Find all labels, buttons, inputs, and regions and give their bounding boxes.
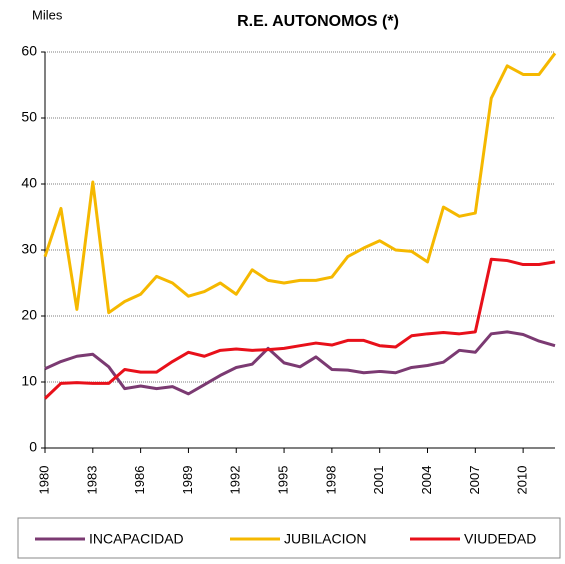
x-tick-label: 1995 [276,466,291,495]
y-tick-label: 30 [21,241,37,257]
x-tick-label: 1989 [180,466,195,495]
x-tick-label: 1992 [228,466,243,495]
x-tick-label: 1998 [323,466,338,495]
x-tick-label: 1980 [36,466,51,495]
legend-box [17,517,561,559]
y-tick-label: 0 [29,439,37,455]
y-tick-label: 40 [21,175,37,191]
x-tick-label: 1986 [132,466,147,495]
chart-title: R.E. AUTONOMOS (*) [237,13,399,30]
x-tick-label: 2001 [371,466,386,495]
y-tick-label: 50 [21,109,37,125]
line [43,52,557,315]
line [43,257,556,400]
x-tick-label: 2010 [515,466,530,495]
y-tick-label: 60 [21,43,37,59]
legend-label: INCAPACIDAD [89,531,184,547]
x-tick-label: 2007 [467,466,482,495]
x-tick-label: 2004 [419,466,434,495]
y-axis-label: Miles [32,7,63,22]
legend-label: VIUDEDAD [464,531,536,547]
line [44,330,556,396]
x-tick-label: 1983 [84,466,99,495]
y-tick-label: 20 [21,307,37,323]
legend-label: JUBILACION [284,531,366,547]
y-tick-label: 10 [21,373,37,389]
